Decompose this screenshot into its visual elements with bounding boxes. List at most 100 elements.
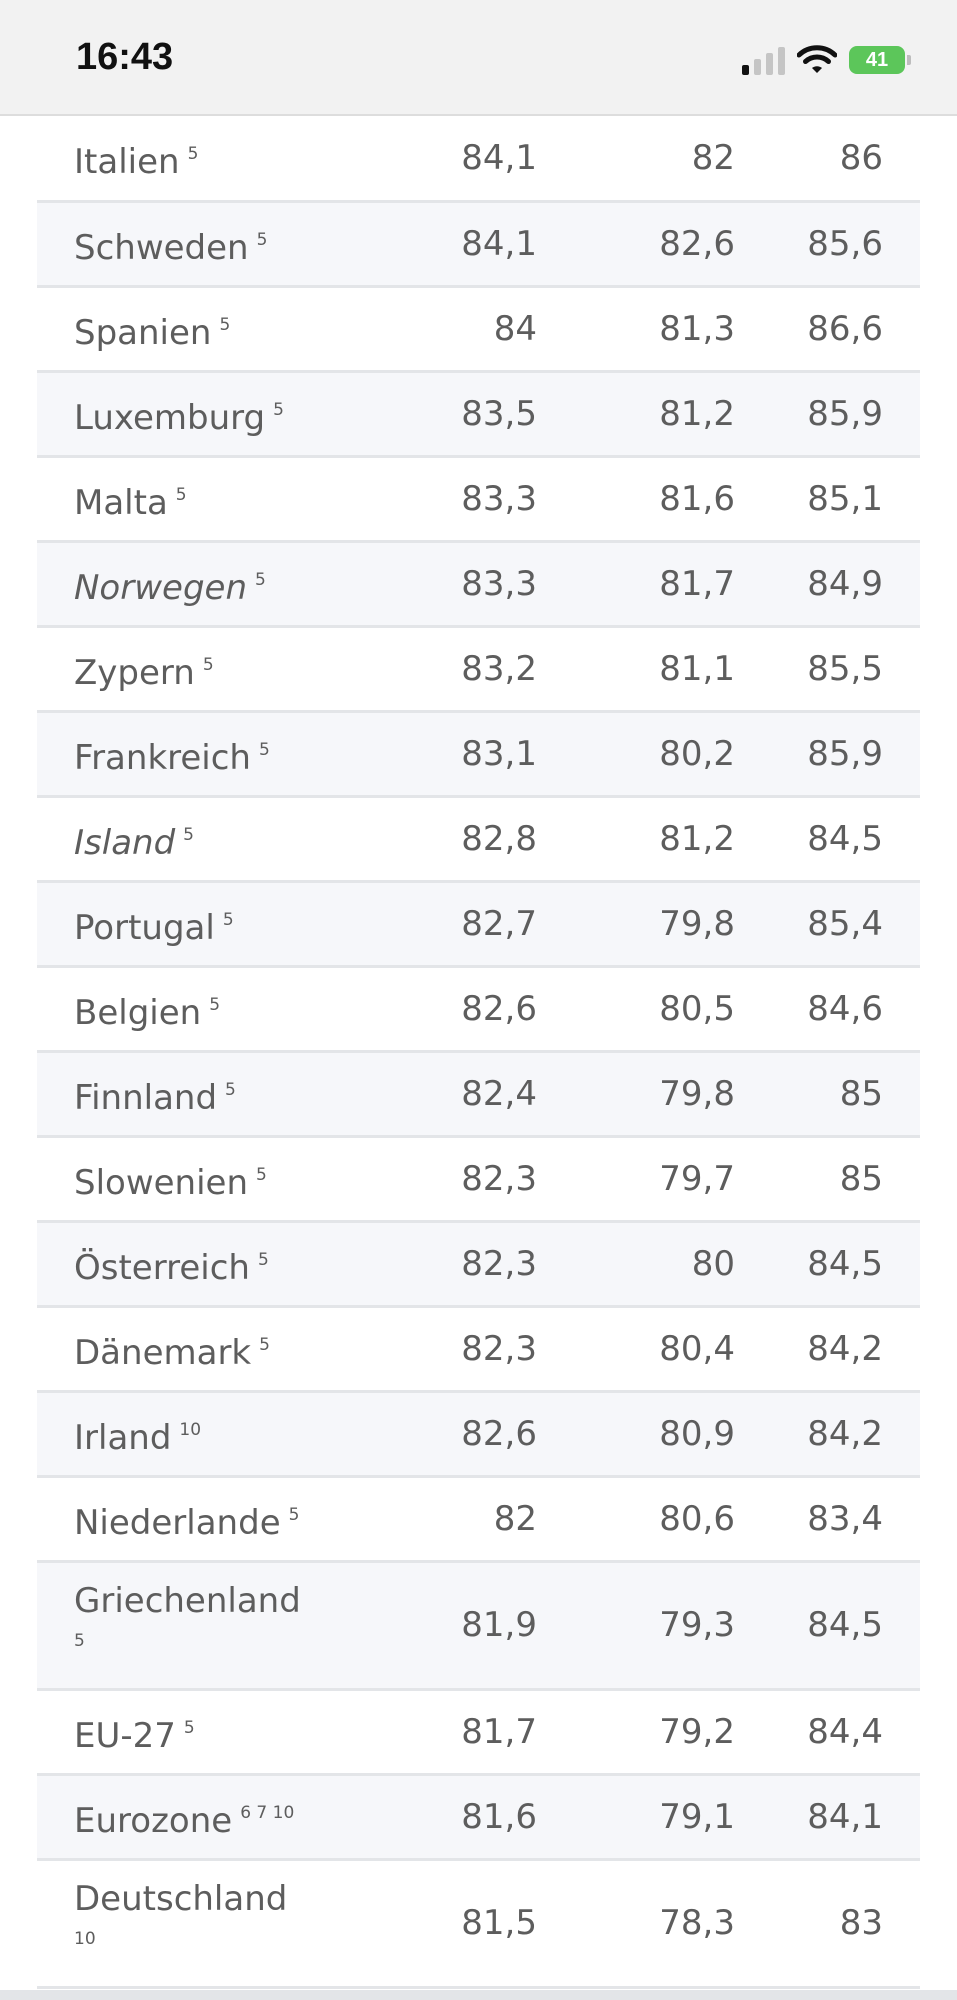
table-row: Irland 10 82,6 80,9 84,2 bbox=[37, 1391, 920, 1478]
footnote-marker: 5 bbox=[259, 1334, 270, 1355]
country-name: Frankreich bbox=[74, 737, 251, 778]
value-cell-2: 79,1 bbox=[538, 1774, 736, 1861]
country-cell: Belgien 5 bbox=[37, 966, 347, 1053]
table-row: Dänemark 5 82,3 80,4 84,2 bbox=[37, 1306, 920, 1393]
value-cell-1: 84,1 bbox=[347, 116, 538, 203]
value-cell-1: 81,6 bbox=[347, 1774, 538, 1861]
value-cell-1: 82,6 bbox=[347, 1391, 538, 1478]
country-cell: Frankreich 5 bbox=[37, 711, 347, 798]
value-cell-1: 83,3 bbox=[347, 456, 538, 543]
country-cell: Österreich 5 bbox=[37, 1221, 347, 1308]
country-cell: Finnland 5 bbox=[37, 1051, 347, 1138]
value-cell-3: 84,2 bbox=[736, 1306, 920, 1393]
value-cell-2: 79,8 bbox=[538, 881, 736, 968]
battery-charging-icon: 41 bbox=[849, 46, 911, 74]
value-cell-2: 79,7 bbox=[538, 1136, 736, 1223]
value-cell-1: 83,5 bbox=[347, 371, 538, 458]
value-cell-3: 85,9 bbox=[736, 371, 920, 458]
value-cell-3: 84,6 bbox=[736, 966, 920, 1053]
status-icons: 41 bbox=[742, 44, 911, 76]
country-name: Italien bbox=[74, 141, 180, 182]
footnote-marker: 5 bbox=[256, 1164, 267, 1185]
country-name: Österreich bbox=[74, 1247, 250, 1288]
footnote-marker: 10 bbox=[179, 1419, 202, 1440]
table-row: Slowenien 5 82,3 79,7 85 bbox=[37, 1136, 920, 1223]
country-name: Niederlande bbox=[74, 1502, 281, 1543]
value-cell-2: 80,5 bbox=[538, 966, 736, 1053]
table-row: Belgien 5 82,6 80,5 84,6 bbox=[37, 966, 920, 1053]
value-cell-3: 84,4 bbox=[736, 1689, 920, 1776]
table-row: EU-27 5 81,7 79,2 84,4 bbox=[37, 1689, 920, 1776]
value-cell-2: 81,7 bbox=[538, 541, 736, 628]
table-row: Österreich 5 82,3 80 84,5 bbox=[37, 1221, 920, 1308]
value-cell-3: 84,5 bbox=[736, 796, 920, 883]
table-row: Finnland 5 82,4 79,8 85 bbox=[37, 1051, 920, 1138]
footnote-marker: 5 bbox=[219, 314, 231, 335]
footnote-marker: 5 bbox=[255, 569, 266, 590]
footnote-marker: 5 bbox=[273, 399, 284, 420]
country-cell: Griechenland 5 bbox=[37, 1561, 347, 1691]
value-cell-2: 80,4 bbox=[538, 1306, 736, 1393]
country-name: Deutschland bbox=[74, 1879, 288, 1919]
value-cell-2: 78,3 bbox=[538, 1859, 736, 1989]
country-cell: Deutschland 10 bbox=[37, 1859, 347, 1989]
signal-icon bbox=[742, 45, 785, 75]
status-bar: 16:43 41 bbox=[0, 0, 957, 116]
country-name: Schweden bbox=[74, 227, 249, 268]
value-cell-3: 85 bbox=[736, 1136, 920, 1223]
table-row: Luxemburg 5 83,5 81,2 85,9 bbox=[37, 371, 920, 458]
country-name: Eurozone bbox=[74, 1800, 233, 1841]
table-row: Frankreich 5 83,1 80,2 85,9 bbox=[37, 711, 920, 798]
country-cell: EU-27 5 bbox=[37, 1689, 347, 1776]
footnote-marker: 5 bbox=[202, 654, 214, 675]
value-cell-3: 85,4 bbox=[736, 881, 920, 968]
country-name: Belgien bbox=[74, 992, 202, 1033]
footnote-marker: 10 bbox=[74, 1929, 96, 1949]
table-row: Spanien 5 84 81,3 86,6 bbox=[37, 286, 920, 373]
value-cell-3: 84,2 bbox=[736, 1391, 920, 1478]
country-name: Irland bbox=[74, 1417, 172, 1458]
table-body: Italien 5 84,1 82 86 Schweden 5 84,1 82,6 85,6 Spa… bbox=[37, 116, 920, 1989]
table-row: Eurozone 6 7 10 81,6 79,1 84,1 bbox=[37, 1774, 920, 1861]
country-name: Luxemburg bbox=[74, 397, 266, 438]
country-cell: Island 5 bbox=[37, 796, 347, 883]
value-cell-1: 81,5 bbox=[347, 1859, 538, 1989]
life-expectancy-table: Italien 5 84,1 82 86 Schweden 5 84,1 82,6 85,6 Spa… bbox=[37, 116, 920, 1989]
value-cell-1: 82 bbox=[347, 1476, 538, 1563]
value-cell-3: 85 bbox=[736, 1051, 920, 1138]
value-cell-1: 82,6 bbox=[347, 966, 538, 1053]
table-row: Niederlande 5 82 80,6 83,4 bbox=[37, 1476, 920, 1563]
value-cell-1: 83,2 bbox=[347, 626, 538, 713]
country-cell: Slowenien 5 bbox=[37, 1136, 347, 1223]
country-name: Griechenland bbox=[74, 1581, 301, 1621]
country-cell: Dänemark 5 bbox=[37, 1306, 347, 1393]
footnote-marker: 5 bbox=[222, 909, 234, 930]
value-cell-3: 84,9 bbox=[736, 541, 920, 628]
value-cell-3: 85,1 bbox=[736, 456, 920, 543]
value-cell-2: 81,2 bbox=[538, 796, 736, 883]
value-cell-3: 84,5 bbox=[736, 1221, 920, 1308]
table-row: Norwegen 5 83,3 81,7 84,9 bbox=[37, 541, 920, 628]
country-cell: Portugal 5 bbox=[37, 881, 347, 968]
value-cell-2: 81,2 bbox=[538, 371, 736, 458]
value-cell-2: 80,6 bbox=[538, 1476, 736, 1563]
footnote-marker: 5 bbox=[257, 1249, 269, 1270]
country-name: Norwegen bbox=[74, 567, 247, 608]
wifi-icon bbox=[797, 45, 837, 75]
footnote-marker: 5 bbox=[74, 1631, 85, 1651]
value-cell-1: 82,8 bbox=[347, 796, 538, 883]
value-cell-3: 85,6 bbox=[736, 201, 920, 288]
country-cell: Spanien 5 bbox=[37, 286, 347, 373]
country-name: EU-27 bbox=[74, 1715, 176, 1756]
value-cell-3: 83,4 bbox=[736, 1476, 920, 1563]
footnote-marker: 5 bbox=[183, 824, 194, 845]
country-cell: Irland 10 bbox=[37, 1391, 347, 1478]
value-cell-3: 83 bbox=[736, 1859, 920, 1989]
country-name: Portugal bbox=[74, 907, 215, 948]
footnote-marker: 5 bbox=[225, 1079, 236, 1100]
table-row: Schweden 5 84,1 82,6 85,6 bbox=[37, 201, 920, 288]
value-cell-1: 82,3 bbox=[347, 1221, 538, 1308]
battery-level: 41 bbox=[849, 46, 905, 74]
country-name: Island bbox=[74, 822, 176, 863]
footnote-marker: 5 bbox=[256, 229, 268, 250]
